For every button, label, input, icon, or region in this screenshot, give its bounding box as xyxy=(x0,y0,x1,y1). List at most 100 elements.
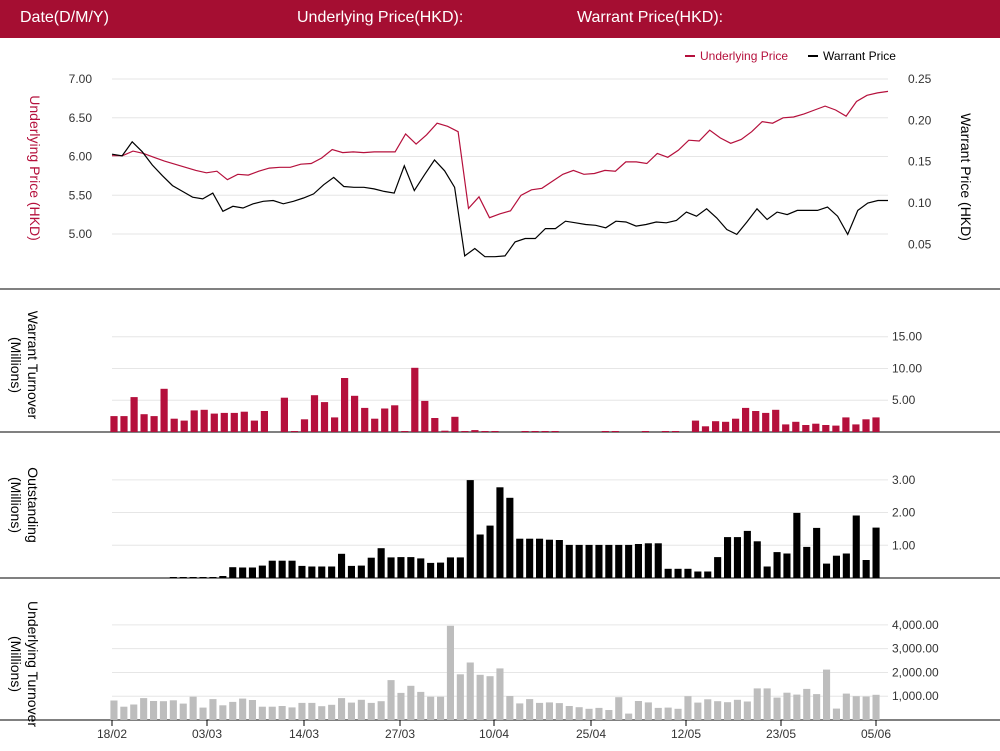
warrant-price-line xyxy=(111,140,888,258)
warrant-price-label: Warrant Price(HKD): xyxy=(577,9,724,26)
warrant-turnover-bar xyxy=(150,416,158,432)
underlying-turnover-bar xyxy=(466,662,474,720)
outstanding-bar xyxy=(872,527,880,578)
outstanding-bar xyxy=(298,565,306,578)
warrant-turnover-bar xyxy=(872,417,880,432)
warrant-turnover-bar xyxy=(661,431,669,432)
warrant-turnover-bar xyxy=(160,388,168,432)
warrant-turnover-bar xyxy=(210,413,218,432)
underlying-turnover-bar xyxy=(179,703,187,720)
underlying-turnover-bar xyxy=(545,702,553,720)
underlying-turnover-bar xyxy=(120,706,128,720)
y-tick-right: 0.10 xyxy=(908,196,932,210)
outstanding-bar xyxy=(654,543,662,578)
y-tick: 10.00 xyxy=(892,361,922,375)
underlying-turnover-bar xyxy=(387,680,395,720)
y-tick-right: 0.25 xyxy=(908,72,932,86)
y-tick-left: 5.00 xyxy=(69,227,93,241)
underlying-turnover-bar xyxy=(625,713,633,720)
outstanding-bar xyxy=(575,544,583,578)
x-tick-label: 14/03 xyxy=(289,727,319,741)
header-bar: Date(D/M/Y) Underlying Price(HKD): Warra… xyxy=(0,0,1000,38)
outstanding-bar xyxy=(486,525,494,578)
outstanding-bar xyxy=(338,553,346,578)
underlying-turnover-bar xyxy=(159,701,167,720)
y-tick: 2,000.00 xyxy=(892,665,939,679)
warrant-turnover-bar xyxy=(802,425,810,432)
underlying-turnover-bar xyxy=(456,674,464,720)
warrant-turnover-bar xyxy=(531,431,539,432)
underlying-turnover-bar xyxy=(753,688,761,720)
warrant-turnover-bar xyxy=(180,420,188,432)
outstanding-bar xyxy=(496,487,504,578)
underlying-turnover-bar xyxy=(644,702,652,720)
warrant-turnover-bar xyxy=(752,411,760,432)
outstanding-bar xyxy=(466,480,474,578)
warrant-turnover-bar xyxy=(611,431,619,432)
underlying-turnover-bar xyxy=(130,704,138,720)
outstanding-bar xyxy=(308,566,316,578)
warrant-turnover-bar xyxy=(732,418,740,432)
outstanding-bar xyxy=(516,538,524,578)
outstanding-bar xyxy=(823,563,831,578)
warrant-turnover-bar xyxy=(701,426,710,432)
outstanding-bar xyxy=(318,566,326,578)
outstanding-bar xyxy=(456,557,464,578)
underlying-turnover-bar xyxy=(446,625,454,720)
underlying-turnover-bar xyxy=(555,703,563,720)
underlying-turnover-bar xyxy=(169,700,177,720)
underlying-turnover-bar xyxy=(506,696,514,720)
warrant-turnover-bar xyxy=(190,410,198,432)
warrant-turnover-bar xyxy=(541,431,549,432)
outstanding-bar xyxy=(219,576,227,578)
date-label: Date(D/M/Y) xyxy=(20,9,109,26)
outstanding-bar xyxy=(229,567,237,578)
warrant-turnover-bar xyxy=(140,414,148,432)
warrant-turnover-bar xyxy=(290,431,299,432)
warrant-turnover-bar xyxy=(782,424,790,432)
warrant-turnover-bar xyxy=(491,431,499,432)
y-tick: 15.00 xyxy=(892,330,922,344)
underlying-turnover-bar xyxy=(585,708,593,720)
outstanding-bar xyxy=(634,544,642,578)
x-tick-label: 10/04 xyxy=(479,727,509,741)
underlying-turnover-bar xyxy=(783,692,791,720)
underlying-turnover-bar xyxy=(694,702,702,720)
warrant-turnover-bar xyxy=(421,400,429,432)
outstanding-bar xyxy=(783,553,791,578)
x-tick-label: 03/03 xyxy=(192,727,222,741)
outstanding-bar xyxy=(743,530,751,578)
underlying-turnover-bar xyxy=(209,699,217,720)
warrant-turnover-bar xyxy=(461,431,469,432)
underlying-turnover-bar xyxy=(733,699,741,720)
outstanding-bar xyxy=(625,544,633,578)
x-tick-label: 25/04 xyxy=(576,727,606,741)
legend-warrant-label: Warrant Price xyxy=(823,49,896,63)
y-tick-right: 0.15 xyxy=(908,155,932,169)
warrant-turnover-bar xyxy=(220,412,228,432)
underlying-turnover-bar xyxy=(110,700,118,720)
outstanding-bar xyxy=(793,512,801,578)
warrant-turnover-bar xyxy=(361,407,369,432)
warrant-turnover-bar xyxy=(170,418,178,432)
underlying-turnover-bar xyxy=(437,696,445,720)
underlying-turnover-bar xyxy=(862,696,870,720)
outstanding-bar xyxy=(852,515,860,578)
y-tick-left: 7.00 xyxy=(69,72,93,86)
outstanding-bar xyxy=(773,552,781,578)
underlying-turnover-bar xyxy=(526,699,534,720)
outstanding-bar xyxy=(832,555,840,578)
underlying-turnover-bar xyxy=(278,706,286,720)
outstanding-bar xyxy=(239,567,247,578)
outstanding-bar xyxy=(417,558,425,578)
warrant-turnover-bar xyxy=(551,431,559,432)
y-tick-left: 5.50 xyxy=(69,188,93,202)
underlying-turnover-bar xyxy=(714,701,722,720)
warrant-turnover-bar xyxy=(852,424,860,432)
underlying-price-line xyxy=(112,90,889,219)
underlying-turnover-bar xyxy=(595,707,603,720)
warrant-turnover-bar xyxy=(280,397,288,432)
warrant-turnover-bar xyxy=(341,378,349,432)
warrant-turnover-bar xyxy=(762,412,770,432)
legend-underlying-label: Underlying Price xyxy=(700,49,788,63)
